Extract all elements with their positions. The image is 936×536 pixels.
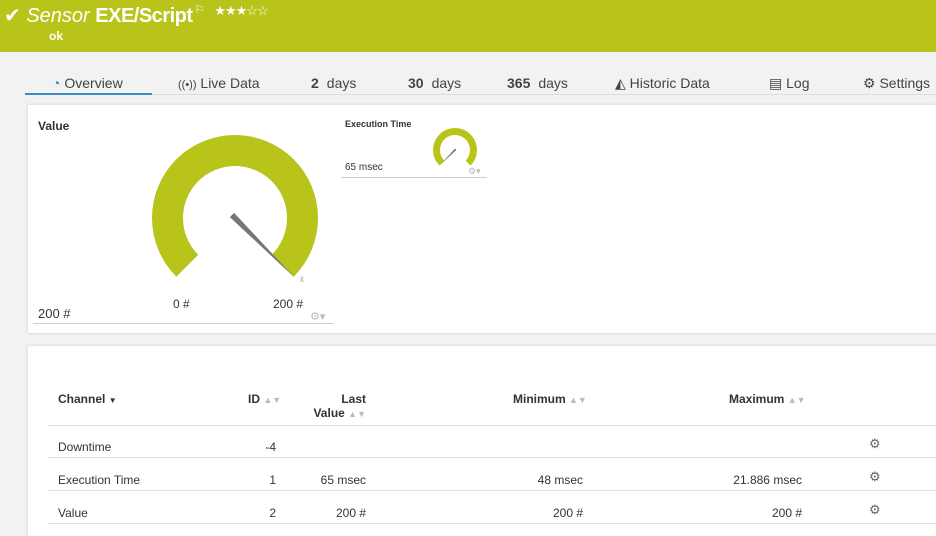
channel-id: 1 bbox=[269, 473, 276, 487]
list-icon: ▤ bbox=[769, 75, 783, 91]
value-gauge: x̄ bbox=[152, 135, 318, 284]
gauge-settings-icon[interactable]: ⚙▾ bbox=[468, 166, 481, 176]
col-id[interactable]: ID ▲▼ bbox=[248, 392, 282, 406]
gauge-arc bbox=[152, 135, 318, 277]
last-value: 200 # bbox=[335, 506, 366, 520]
col-maximum[interactable]: Maximum ▲▼ bbox=[729, 392, 806, 406]
exec-gauge bbox=[433, 128, 477, 166]
title-bar: ✔ Sensor EXE/Script ⚐ ★★★☆☆ bbox=[4, 3, 269, 28]
tab-30-days[interactable]: 30 days bbox=[408, 75, 462, 91]
channel-settings-icon[interactable]: ⚙ bbox=[869, 469, 881, 484]
last-value: 65 msec bbox=[320, 473, 366, 487]
tab-365-days[interactable]: 365 days bbox=[507, 75, 568, 91]
divider bbox=[48, 457, 936, 458]
channel-name: Execution Time bbox=[58, 473, 141, 487]
check-icon: ✔ bbox=[4, 5, 21, 27]
minimum: 200 # bbox=[552, 506, 583, 520]
gauge-min-label: 0 # bbox=[173, 297, 190, 311]
maximum: 21.886 msec bbox=[733, 473, 802, 487]
value-reading: 200 # bbox=[38, 306, 71, 321]
flag-icon[interactable]: ⚐ bbox=[194, 4, 205, 16]
exec-gauge-title: Execution Time bbox=[345, 119, 412, 129]
sort-desc-icon: ▼ bbox=[108, 396, 117, 405]
channel-settings-icon[interactable]: ⚙ bbox=[869, 502, 881, 517]
col-channel[interactable]: Channel ▼ bbox=[58, 392, 117, 406]
tab-settings[interactable]: ⚙ Settings bbox=[863, 75, 931, 91]
channel-id: -4 bbox=[265, 440, 276, 454]
col-minimum[interactable]: Minimum ▲▼ bbox=[513, 392, 587, 406]
minimum: 48 msec bbox=[537, 473, 583, 487]
channels-panel bbox=[28, 346, 936, 536]
divider bbox=[48, 490, 936, 491]
gauge-needle bbox=[439, 148, 457, 166]
channel-id: 2 bbox=[269, 506, 276, 520]
tab-historic-data[interactable]: ◭ Historic Data bbox=[615, 75, 710, 91]
col-last-value[interactable]: Last Value ▲▼ bbox=[313, 392, 366, 420]
sort-icon: ▲▼ bbox=[569, 395, 587, 405]
status-text: ok bbox=[49, 29, 64, 43]
gauge-needle bbox=[229, 212, 296, 279]
sort-icon: ▲▼ bbox=[263, 395, 282, 405]
gauge-icon: ◔ bbox=[52, 75, 61, 91]
maximum: 200 # bbox=[771, 506, 802, 520]
sensor-header: ✔ Sensor EXE/Script ⚐ ★★★☆☆ ok bbox=[0, 0, 936, 52]
sensor-title: ✔ Sensor EXE/Script ⚐ bbox=[4, 4, 205, 27]
channel-name: Downtime bbox=[58, 440, 112, 454]
gauge-settings-icon[interactable]: ⚙▾ bbox=[310, 311, 326, 323]
divider bbox=[341, 177, 487, 178]
value-gauge-title: Value bbox=[38, 119, 70, 133]
sort-icon: ▲▼ bbox=[787, 395, 806, 405]
gauge-x-marker: x̄ bbox=[300, 275, 304, 284]
sort-icon: ▲▼ bbox=[348, 409, 366, 419]
tab-log[interactable]: ▤ Log bbox=[769, 75, 810, 91]
channel-settings-icon[interactable]: ⚙ bbox=[869, 436, 881, 451]
divider bbox=[48, 425, 936, 426]
gear-icon: ⚙ bbox=[863, 75, 876, 91]
tab-2-days[interactable]: 2 days bbox=[311, 75, 357, 91]
channel-name: Value bbox=[58, 506, 88, 520]
tab-live-data[interactable]: ((•)) Live Data bbox=[178, 75, 260, 91]
gauge-max-label: 200 # bbox=[273, 297, 304, 311]
area-chart-icon: ◭ bbox=[615, 75, 626, 91]
tab-bar: ◔ Overview ((•)) Live Data 2 days 30 days … bbox=[25, 72, 936, 95]
broadcast-icon: ((•)) bbox=[178, 79, 197, 91]
exec-reading: 65 msec bbox=[345, 162, 383, 173]
divider bbox=[33, 323, 334, 324]
tab-overview[interactable]: ◔ Overview bbox=[25, 75, 152, 95]
rating-stars[interactable]: ★★★☆☆ bbox=[214, 3, 268, 18]
gauge-arc bbox=[433, 128, 477, 166]
divider bbox=[48, 523, 936, 524]
